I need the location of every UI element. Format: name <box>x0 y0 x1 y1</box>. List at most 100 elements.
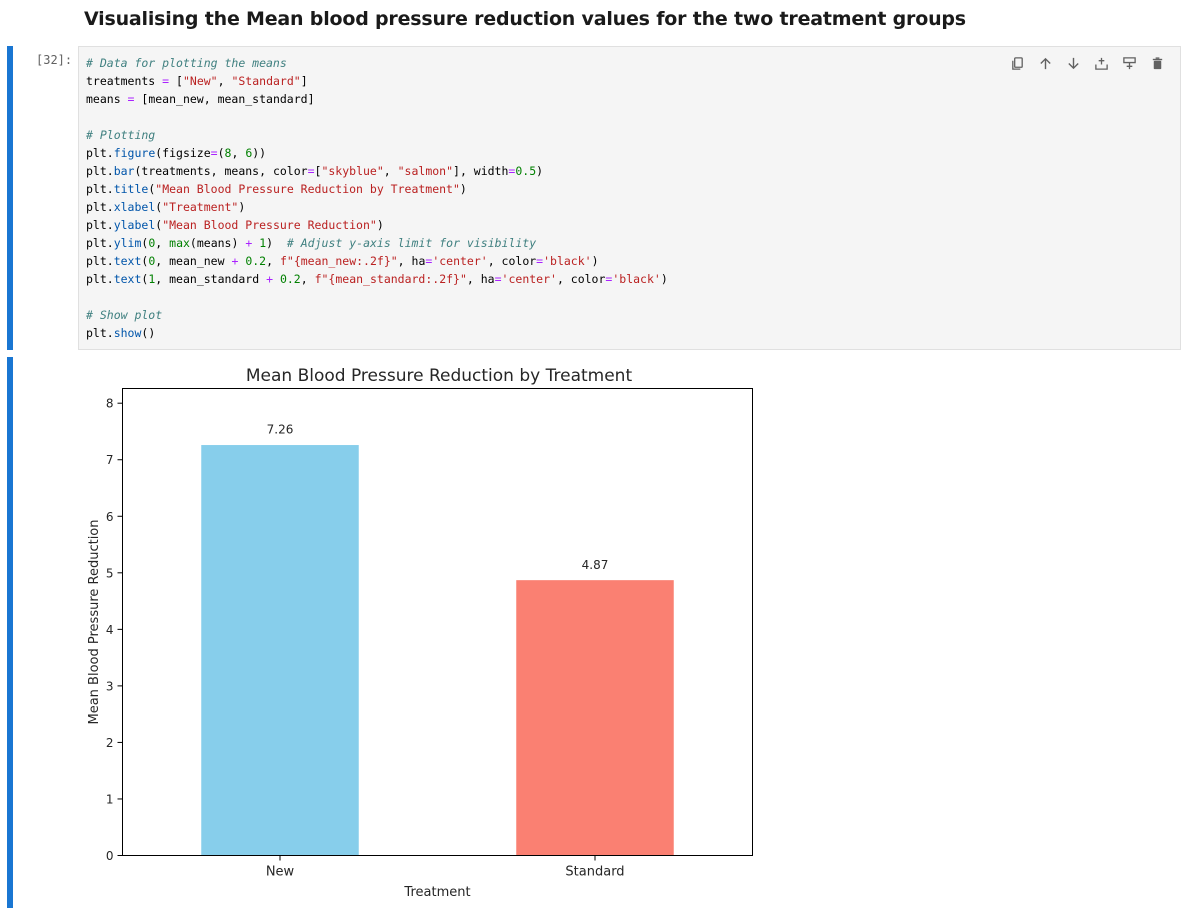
code-token: , mean_new <box>155 254 232 268</box>
code-token: = <box>536 254 544 268</box>
copy-cell-button[interactable] <box>1006 53 1028 73</box>
delete-cell-button[interactable] <box>1146 53 1168 73</box>
code-token: ) <box>266 236 287 250</box>
code-line: plt.ylim(0, max(means) + 1) # Adjust y-a… <box>86 236 536 250</box>
code-token: + <box>231 254 239 268</box>
code-line: # Plotting <box>86 128 155 142</box>
copy-icon <box>1011 56 1023 70</box>
insert-below-icon <box>1122 56 1136 69</box>
bars: 7.26 4.87 <box>201 423 674 856</box>
y-tick-label: 5 <box>106 566 114 580</box>
code-token <box>273 272 280 286</box>
code-token: # Data for plotting the means <box>86 56 287 70</box>
y-tick-label: 1 <box>106 792 114 806</box>
y-tick-label: 3 <box>106 679 114 693</box>
chart-title: Mean Blood Pressure Reduction by Treatme… <box>246 366 633 386</box>
code-token: ) <box>376 218 384 232</box>
code-token: # Adjust y-axis limit for visibility <box>286 236 537 250</box>
code-token: = <box>605 272 613 286</box>
code-token: 'center' <box>432 254 488 268</box>
code-token: ylim <box>113 236 142 250</box>
code-token: , color <box>556 272 606 286</box>
code-token: f"{mean_standard:.2f}" <box>314 272 467 286</box>
code-token: text <box>113 254 142 268</box>
cell-prompt: [32]: <box>36 53 73 67</box>
code-token: = <box>425 254 433 268</box>
code-token: 1 <box>259 236 267 250</box>
code-token: ], width <box>453 164 509 178</box>
code-token: = <box>127 92 135 106</box>
x-axis-ticks: New Standard <box>266 855 625 880</box>
code-token: ( <box>155 200 163 214</box>
code-token: , <box>266 254 280 268</box>
code-token: , <box>383 164 398 178</box>
cell-toolbar <box>1006 53 1168 73</box>
insert-below-button[interactable] <box>1118 53 1140 73</box>
code-token: # Plotting <box>86 128 156 142</box>
code-cell[interactable]: # Data for plotting the means treatments… <box>78 46 1181 350</box>
code-token: ylabel <box>113 218 156 232</box>
code-token: show <box>113 326 142 340</box>
code-line: plt.xlabel("Treatment") <box>86 200 245 214</box>
code-token: 6 <box>245 146 253 160</box>
insert-above-icon <box>1094 57 1108 70</box>
code-token: , ha <box>466 272 495 286</box>
code-token: , <box>300 272 315 286</box>
y-tick-label: 8 <box>106 397 114 411</box>
code-token: 0.2 <box>279 272 301 286</box>
code-token: text <box>113 272 142 286</box>
code-token: plt. <box>86 164 114 178</box>
y-tick-label: 4 <box>106 623 114 637</box>
code-line: treatments = ["New", "Standard"] <box>86 74 308 88</box>
code-token: 0.2 <box>245 254 267 268</box>
code-token: 8 <box>224 146 232 160</box>
code-token: "salmon" <box>397 164 454 178</box>
code-line: plt.bar(treatments, means, color=["skybl… <box>86 164 543 178</box>
code-token: 'black' <box>612 272 661 286</box>
code-token: "Mean Blood Pressure Reduction by Treatm… <box>155 182 460 196</box>
y-axis-ticks: 0 1 2 3 4 5 6 7 8 <box>106 397 123 863</box>
code-token: plt. <box>86 146 114 160</box>
move-up-button[interactable] <box>1034 53 1056 73</box>
code-token: (figsize <box>155 146 211 160</box>
code-token: ( <box>141 272 149 286</box>
code-token: + <box>266 272 273 286</box>
code-token: 0.5 <box>515 164 537 178</box>
code-token: [ <box>169 74 183 88</box>
code-token: plt. <box>86 182 114 196</box>
code-token: + <box>245 236 253 250</box>
code-token: )) <box>252 146 267 160</box>
code-token: ) <box>591 254 599 268</box>
code-token: "Mean Blood Pressure Reduction" <box>162 218 377 232</box>
code-token: title <box>113 182 149 196</box>
code-token: ] <box>300 74 308 88</box>
code-token: ) <box>459 182 467 196</box>
code-token: max <box>169 236 190 250</box>
bar-chart: Mean Blood Pressure Reduction by Treatme… <box>87 366 753 900</box>
bar-value-label: 4.87 <box>582 558 609 572</box>
code-token: ( <box>148 182 156 196</box>
x-tick-label: New <box>266 865 295 880</box>
code-token: ) <box>660 272 668 286</box>
code-token: 'black' <box>543 254 592 268</box>
code-token: 'center' <box>501 272 557 286</box>
code-line: plt.text(1, mean_standard + 0.2, f"{mean… <box>86 272 668 286</box>
move-down-button[interactable] <box>1062 53 1084 73</box>
code-token: "Treatment" <box>162 200 239 214</box>
code-token: () <box>141 326 156 340</box>
code-token: means <box>86 92 128 106</box>
code-token: , color <box>487 254 537 268</box>
code-token: "New" <box>182 74 218 88</box>
code-token: = <box>494 272 502 286</box>
code-editor[interactable]: # Data for plotting the means treatments… <box>86 54 668 342</box>
code-token: ( <box>155 218 163 232</box>
x-tick-label: Standard <box>565 865 624 880</box>
code-token: plt. <box>86 218 114 232</box>
code-token: = <box>508 164 516 178</box>
code-token: xlabel <box>113 200 156 214</box>
insert-above-button[interactable] <box>1090 53 1112 73</box>
cell-selection-bar[interactable] <box>7 46 13 350</box>
output-selection-bar[interactable] <box>7 357 13 908</box>
section-heading: Visualising the Mean blood pressure redu… <box>84 8 966 30</box>
code-token: = <box>162 74 170 88</box>
